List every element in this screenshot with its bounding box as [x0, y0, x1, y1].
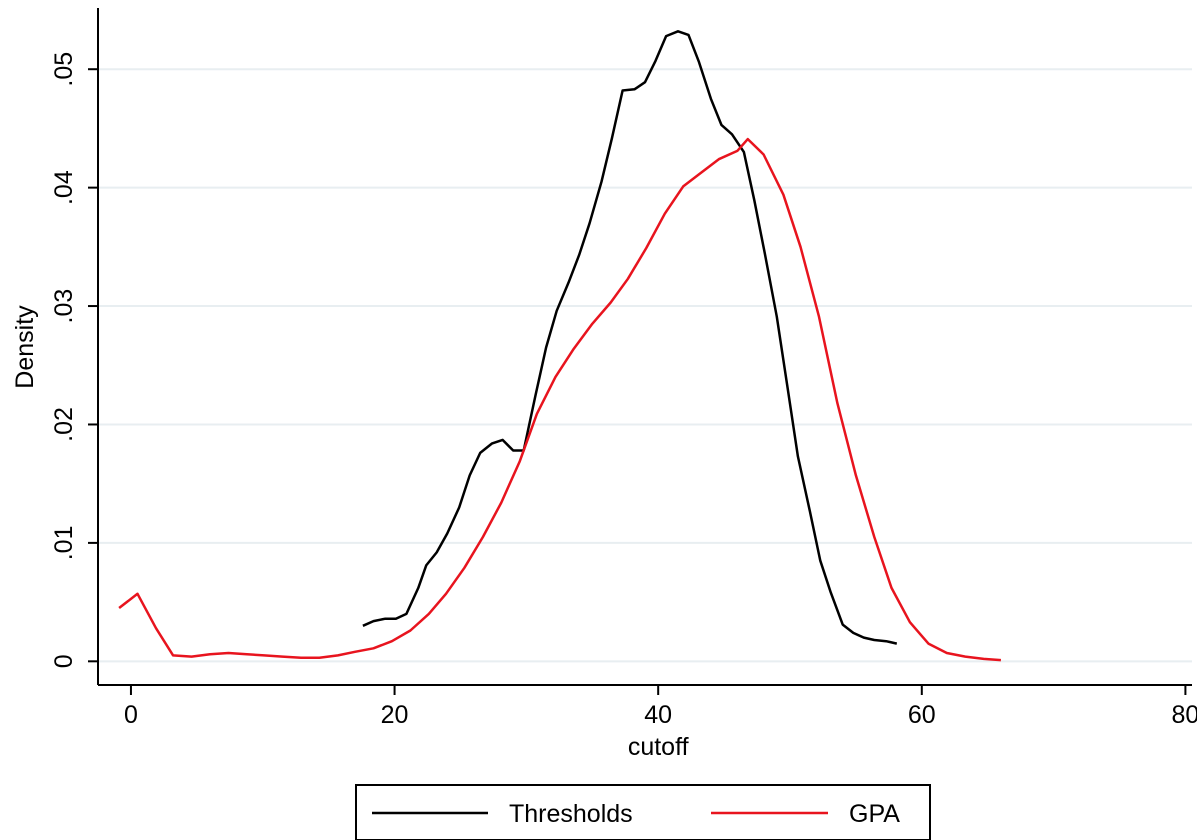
x-tick-label-4: 80: [1172, 701, 1197, 729]
y-tick-label-4: .04: [50, 170, 78, 205]
y-tick-label-1: .01: [50, 526, 78, 561]
axes: [97, 8, 1192, 686]
x-axis-title: cutoff: [628, 733, 689, 761]
legend: Thresholds GPA: [355, 784, 931, 840]
y-tick-label-0: 0: [50, 654, 78, 668]
y-tick-label-5: .05: [50, 52, 78, 87]
x-ticks: 0 20 40 60 80: [124, 685, 1197, 729]
legend-label-gpa: GPA: [849, 800, 900, 828]
x-tick-label-2: 40: [644, 701, 672, 729]
y-tick-label-3: .03: [50, 289, 78, 324]
series-line-gpa: [118, 137, 1001, 662]
legend-label-thresholds: Thresholds: [509, 800, 633, 828]
y-ticks: 0 .01 .02 .03 .04 .05: [50, 52, 98, 668]
y-tick-label-2: .02: [50, 407, 78, 442]
x-tick-label-1: 20: [381, 701, 409, 729]
y-axis-title: Density: [11, 305, 39, 389]
series-lines: [118, 30, 1001, 662]
x-tick-label-0: 0: [124, 701, 138, 729]
gridlines: [98, 68, 1192, 663]
x-tick-label-3: 60: [908, 701, 936, 729]
series-line-thresholds: [362, 30, 898, 645]
